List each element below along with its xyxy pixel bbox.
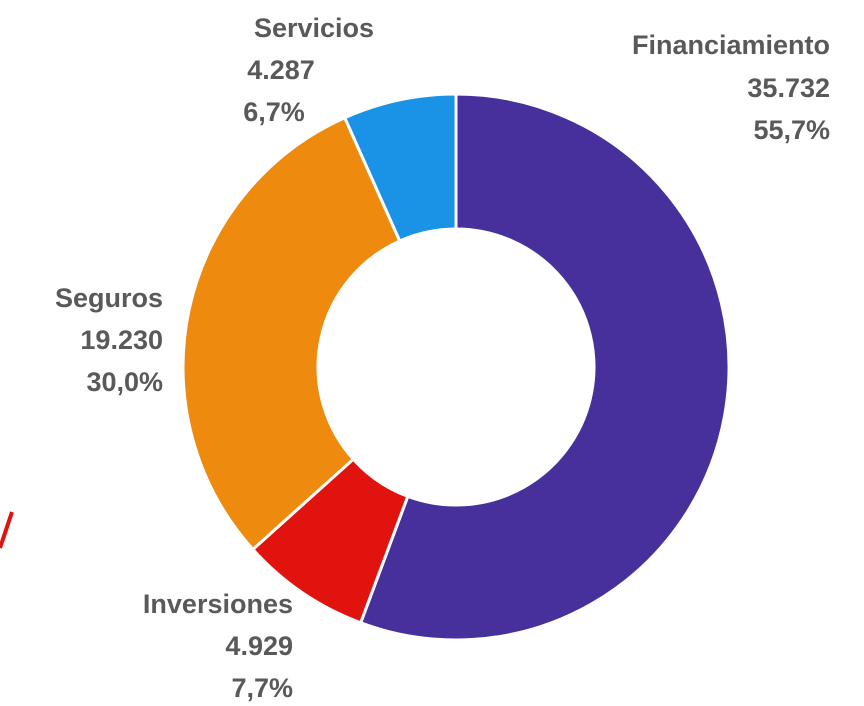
donut-slice — [342, 92, 458, 243]
category-label: Inversiones — [143, 589, 293, 619]
donut-slice — [358, 92, 731, 642]
category-label: Financiamiento — [632, 30, 830, 60]
percentage-label: 6,7% — [243, 97, 305, 127]
percentage-label: 30,0% — [86, 367, 163, 397]
donut-slice — [181, 115, 402, 552]
category-label: Servicios — [254, 13, 374, 43]
category-label: Seguros — [55, 283, 163, 313]
percentage-label: 7,7% — [231, 673, 293, 703]
percentage-label: 55,7% — [753, 115, 830, 145]
decoration — [0, 511, 14, 549]
value-label: 4.287 — [247, 55, 315, 85]
value-label: 35.732 — [747, 73, 830, 103]
value-label: 4.929 — [225, 631, 293, 661]
value-label: 19.230 — [80, 325, 163, 355]
